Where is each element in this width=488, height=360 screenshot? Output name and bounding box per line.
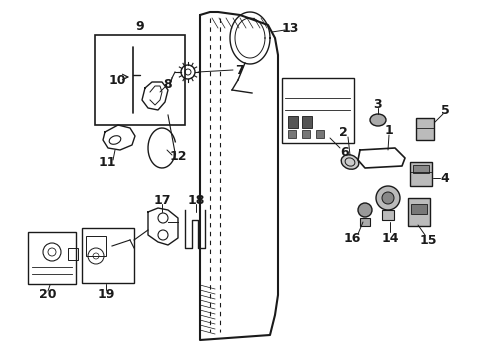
Bar bbox=[95, 35, 184, 125]
Text: 7: 7 bbox=[235, 63, 244, 77]
Bar bbox=[407, 198, 429, 226]
Text: 4: 4 bbox=[440, 171, 448, 184]
Text: 11: 11 bbox=[98, 157, 116, 170]
Bar bbox=[381, 210, 393, 220]
Bar bbox=[410, 204, 426, 214]
Bar bbox=[287, 130, 295, 138]
Text: 3: 3 bbox=[373, 98, 382, 111]
Text: 12: 12 bbox=[169, 150, 186, 163]
Text: 18: 18 bbox=[187, 194, 204, 207]
Ellipse shape bbox=[341, 155, 358, 169]
Bar bbox=[415, 118, 433, 140]
Text: 13: 13 bbox=[281, 22, 298, 35]
Bar bbox=[315, 130, 324, 138]
Bar bbox=[302, 116, 311, 128]
Text: 19: 19 bbox=[97, 288, 115, 302]
Text: 16: 16 bbox=[343, 231, 360, 244]
Circle shape bbox=[357, 203, 371, 217]
Bar bbox=[68, 248, 78, 260]
Bar bbox=[359, 218, 369, 226]
Bar bbox=[28, 232, 76, 284]
Text: 20: 20 bbox=[39, 288, 57, 302]
Bar bbox=[82, 228, 134, 283]
Text: 17: 17 bbox=[153, 194, 170, 207]
Bar bbox=[302, 130, 309, 138]
Bar bbox=[282, 78, 353, 143]
Bar bbox=[409, 162, 431, 186]
Circle shape bbox=[381, 192, 393, 204]
Text: 10: 10 bbox=[108, 73, 125, 86]
Circle shape bbox=[375, 186, 399, 210]
Text: 5: 5 bbox=[440, 104, 448, 117]
Text: 15: 15 bbox=[418, 234, 436, 247]
Bar bbox=[412, 165, 428, 173]
Ellipse shape bbox=[369, 114, 385, 126]
Text: 6: 6 bbox=[340, 145, 348, 158]
Text: 2: 2 bbox=[338, 126, 346, 139]
Text: 8: 8 bbox=[163, 77, 172, 90]
Bar bbox=[86, 236, 106, 256]
Text: 1: 1 bbox=[384, 123, 392, 136]
Bar bbox=[287, 116, 297, 128]
Text: 14: 14 bbox=[381, 231, 398, 244]
Text: 9: 9 bbox=[135, 21, 144, 33]
